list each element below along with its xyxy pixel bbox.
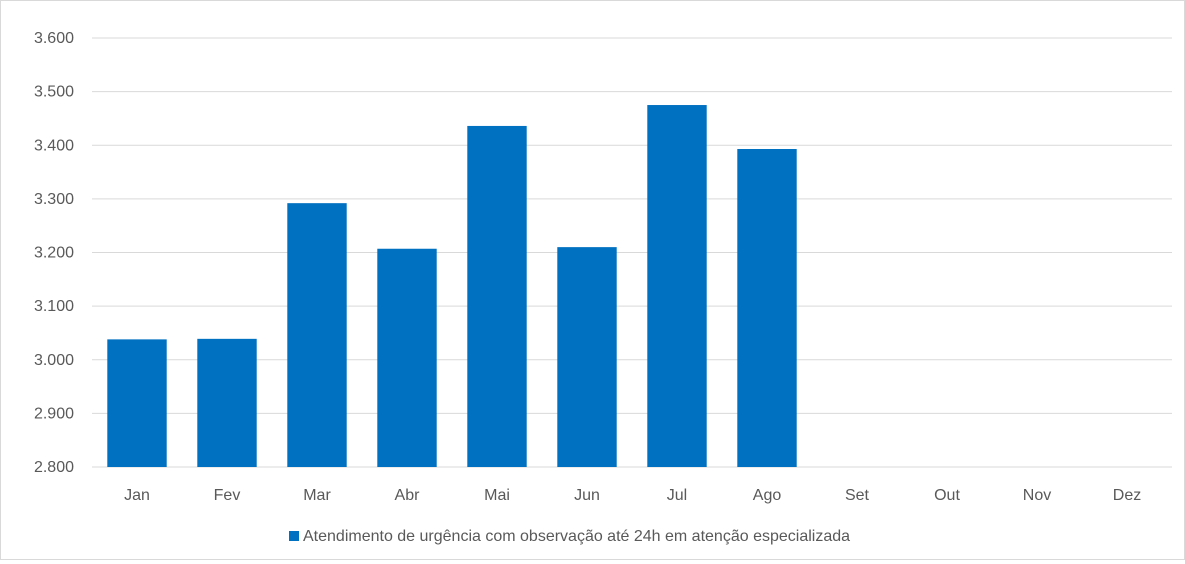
x-tick-label: Dez <box>1113 487 1141 504</box>
x-tick-label: Mai <box>484 487 510 504</box>
legend-swatch <box>289 531 299 541</box>
bar-jul <box>647 105 707 467</box>
bar-ago <box>737 149 797 467</box>
y-tick-label: 3.000 <box>34 352 74 369</box>
bar-abr <box>377 248 437 467</box>
bar-mar <box>287 203 347 468</box>
y-tick-label: 3.400 <box>34 137 74 154</box>
y-tick-label: 3.300 <box>34 191 74 208</box>
x-tick-label: Abr <box>395 487 421 504</box>
y-tick-label: 2.800 <box>34 459 74 476</box>
x-tick-label: Jan <box>124 487 150 504</box>
x-axis-ticks: Jan Fev Mar Abr Mai Jun Jul Ago Set Out Nov Dez <box>124 487 1141 504</box>
bar-jan <box>107 339 167 467</box>
gridlines <box>92 37 1172 468</box>
y-axis-ticks: 2.800 2.900 3.000 3.100 3.200 3.300 3.400 3.500… <box>34 30 74 476</box>
x-tick-label: Nov <box>1023 487 1051 504</box>
y-tick-label: 3.500 <box>34 84 74 101</box>
y-tick-label: 3.600 <box>34 30 74 47</box>
bar-jun <box>557 247 617 467</box>
legend: Atendimento de urgência com observação a… <box>289 528 850 545</box>
x-tick-label: Fev <box>214 487 241 504</box>
x-tick-label: Out <box>934 487 960 504</box>
x-tick-label: Mar <box>303 487 331 504</box>
x-tick-label: Set <box>845 487 870 504</box>
x-tick-label: Ago <box>753 487 782 504</box>
legend-label: Atendimento de urgência com observação a… <box>303 528 850 545</box>
bar-mai <box>467 125 527 467</box>
bars <box>107 105 797 468</box>
y-tick-label: 3.100 <box>34 298 74 315</box>
y-tick-label: 3.200 <box>34 245 74 262</box>
x-tick-label: Jul <box>667 487 687 504</box>
y-tick-label: 2.900 <box>34 405 74 422</box>
bar-fev <box>197 338 257 467</box>
x-tick-label: Jun <box>574 487 600 504</box>
